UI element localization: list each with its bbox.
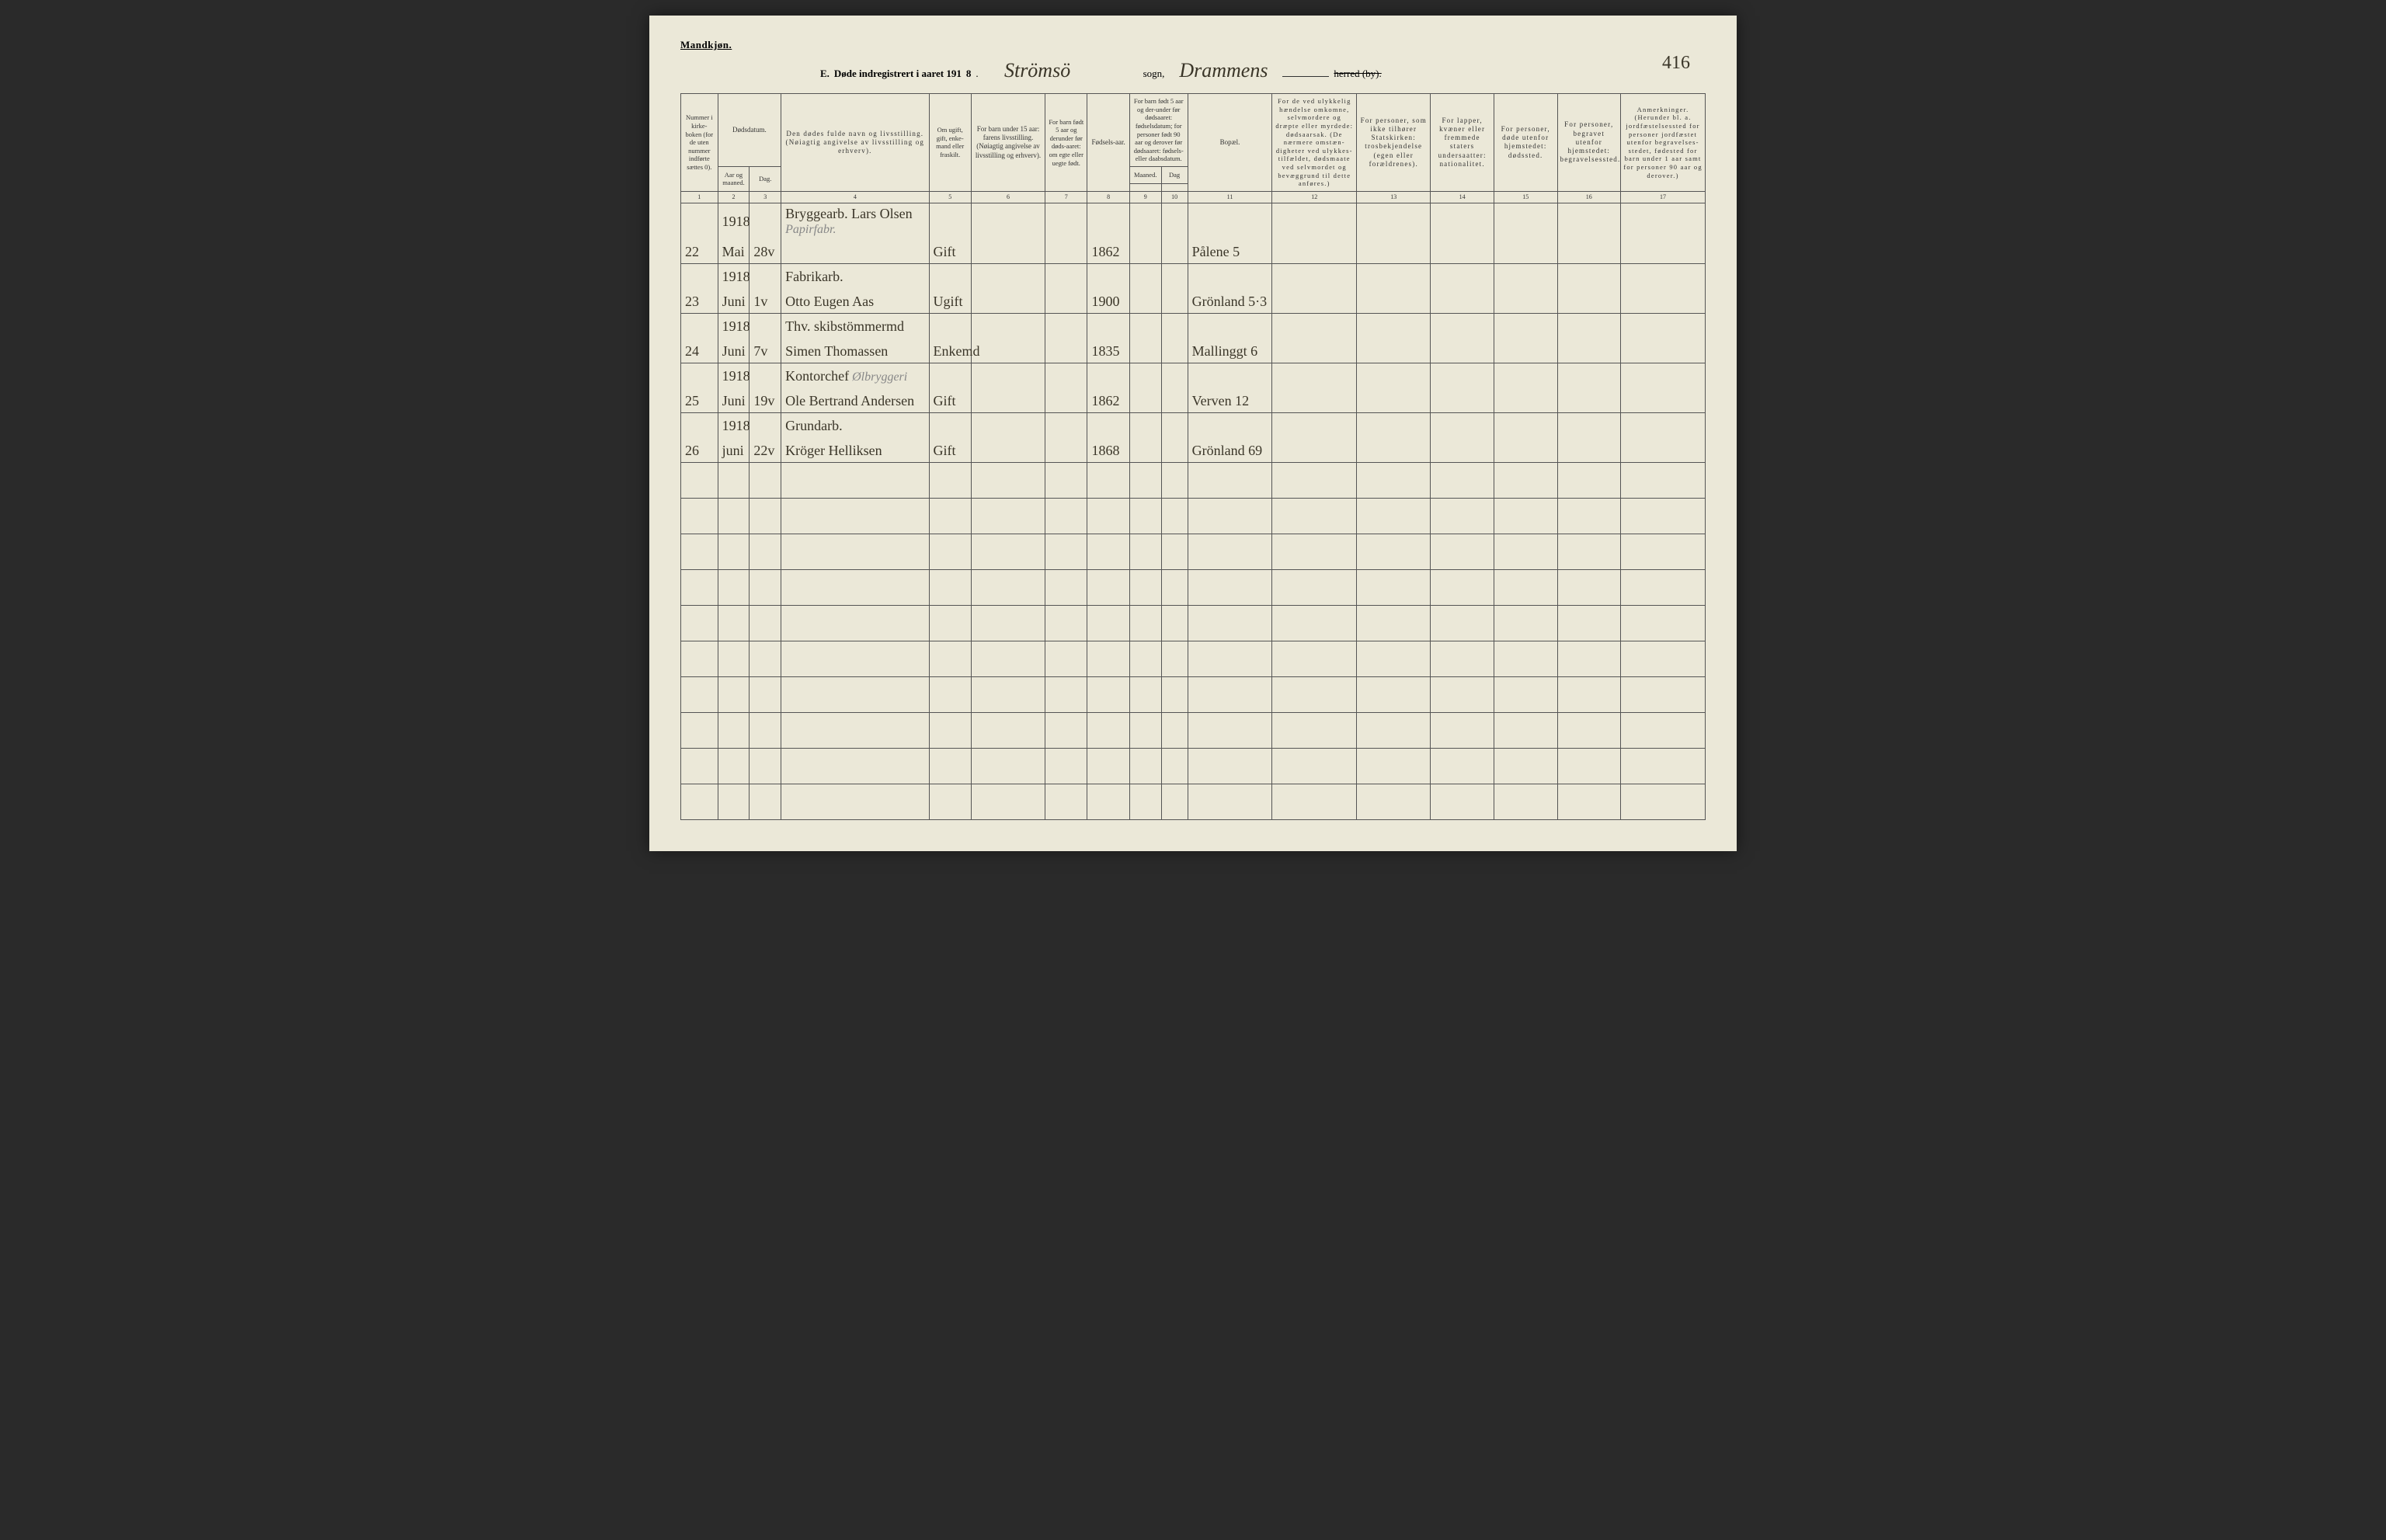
table-row [681, 713, 1706, 749]
table-row: 25Juni19vOle Bertrand AndersenGift1862Ve… [681, 388, 1706, 413]
table-row: 1918Thv. skibstömmermd [681, 314, 1706, 339]
herred-label: herred (by). [1334, 68, 1381, 80]
register-table: Nummer i kirke-boken (for de uten nummer… [680, 93, 1706, 820]
table-row: 1918Kontorchef Ølbryggeri [681, 363, 1706, 388]
table-row: 1918Fabrikarb. [681, 264, 1706, 289]
table-row [681, 463, 1706, 499]
col-fodsaar: Fødsels-aar. [1087, 94, 1129, 192]
herred-value: Drammens [1169, 59, 1278, 82]
col-dodsted: For personer, døde utenfor hjemstedet: d… [1494, 94, 1557, 192]
col-maaned: Maaned. [1129, 167, 1161, 184]
table-row [681, 641, 1706, 677]
col-aar: Aar og maaned. [718, 167, 750, 192]
column-number-row: 1 2 3 4 5 6 7 8 9 10 11 12 13 14 15 16 1… [681, 191, 1706, 203]
col-name: Den dødes fulde navn og livsstilling. (N… [781, 94, 929, 192]
col-farens: For barn under 15 aar: farens livsstilli… [971, 94, 1045, 192]
table-row: 26juni22vKröger HelliksenGift1868Grönlan… [681, 438, 1706, 463]
table-row [681, 784, 1706, 820]
col-nummer: Nummer i kirke-boken (for de uten nummer… [681, 94, 718, 192]
table-row: 1918Grundarb. [681, 413, 1706, 438]
col-ulykke: For de ved ulykkelig hændelse omkomne, s… [1272, 94, 1357, 192]
table-row [681, 499, 1706, 534]
sogn-value: Strömsö [983, 59, 1092, 82]
table-row [681, 606, 1706, 641]
col-stats: For personer, som ikke tilhører Statskir… [1357, 94, 1431, 192]
sogn-label: sogn, [1143, 68, 1165, 80]
col-bopael: Bopæl. [1188, 94, 1272, 192]
table-row [681, 534, 1706, 570]
table-head: Nummer i kirke-boken (for de uten nummer… [681, 94, 1706, 203]
table-row [681, 570, 1706, 606]
col-status: Om ugift, gift, enke-mand eller fraskilt… [929, 94, 971, 192]
col-begrav: For personer, begravet utenfor hjemstede… [1557, 94, 1621, 192]
col-dag: Dag. [750, 167, 781, 192]
table-row [681, 677, 1706, 713]
page-number: 416 [1662, 53, 1690, 74]
title-prefix: E. [820, 68, 830, 80]
col-legit: For barn født 5 aar og derunder før døds… [1045, 94, 1087, 192]
col-foddatum: For barn født 5 aar og der-under før død… [1129, 94, 1188, 167]
table-body: 1918Bryggearb. Lars Olsen Papirfabr.22Ma… [681, 203, 1706, 820]
title-text: Døde indregistrert i aaret 191 [834, 68, 962, 80]
col-dg: Dag [1161, 167, 1188, 184]
table-row: 24Juni7vSimen ThomassenEnkemd1835Malling… [681, 339, 1706, 363]
year-suffix: 8 [966, 68, 972, 80]
table-row: 22Mai28vGift1862Pålene 5 [681, 239, 1706, 264]
col-anm: Anmerkninger. (Herunder bl. a. jordfæste… [1621, 94, 1706, 192]
col-dodsdatum: Dødsdatum. [718, 94, 781, 167]
gender-label: Mandkjøn. [680, 39, 1706, 51]
herred-blank [1282, 67, 1329, 77]
table-row: 1918Bryggearb. Lars Olsen Papirfabr. [681, 203, 1706, 239]
col-nation: For lapper, kvæner eller fremmede stater… [1431, 94, 1494, 192]
table-row [681, 749, 1706, 784]
register-page: Mandkjøn. E. Døde indregistrert i aaret … [649, 16, 1737, 851]
title-line: E. Døde indregistrert i aaret 191 8 . St… [680, 59, 1706, 82]
table-row: 23Juni1vOtto Eugen AasUgift1900Grönland … [681, 289, 1706, 314]
